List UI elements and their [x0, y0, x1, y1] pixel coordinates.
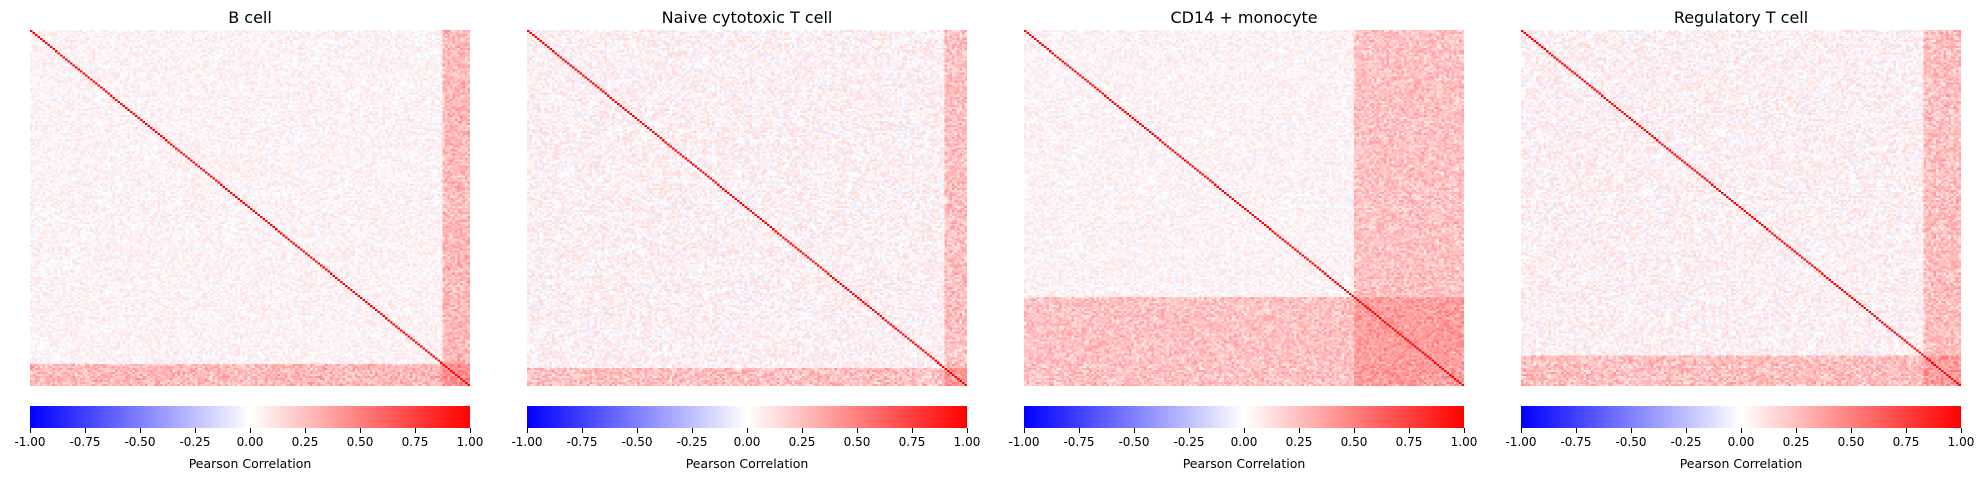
tick-mark	[1575, 428, 1577, 433]
tick-label: 0.25	[1782, 435, 1810, 449]
tick-label: 0.75	[401, 435, 429, 449]
tick-label: 0.50	[1837, 435, 1865, 449]
tick-label: 0.75	[1892, 435, 1920, 449]
tick-label: -1.00	[511, 435, 543, 449]
tick-mark	[1078, 428, 1080, 433]
tick-label: -0.25	[179, 435, 211, 449]
colorbar-gradient	[30, 406, 470, 428]
tick-label: -0.25	[1670, 435, 1702, 449]
heatmap-panel-naive-cytotoxic-t-cell: Naive cytotoxic T cell -1.00 -0.75 -0.50 -0…	[511, 0, 980, 482]
tick-mark	[1463, 428, 1465, 433]
tick-mark	[469, 428, 471, 433]
tick-label: 0.00	[236, 435, 264, 449]
tick-mark	[1133, 428, 1135, 433]
colorbar-gradient	[527, 406, 967, 428]
tick-mark	[1353, 428, 1355, 433]
tick-mark	[249, 428, 251, 433]
colorbar: -1.00 -0.75 -0.50 -0.25 0.00 0.25 0.50 0.75 1.00	[1505, 406, 1974, 449]
tick-label: -1.00	[1008, 435, 1040, 449]
colorbar: -1.00 -0.75 -0.50 -0.25 0.00 0.25 0.50 0.75 1.00	[511, 406, 980, 449]
tick-label: -0.75	[1560, 435, 1592, 449]
tick-mark	[359, 428, 361, 433]
panel-title: CD14 + monocyte	[1170, 8, 1318, 27]
tick-mark	[1740, 428, 1742, 433]
tick-mark	[84, 428, 86, 433]
tick-mark	[1298, 428, 1300, 433]
tick-label: 0.50	[1340, 435, 1368, 449]
tick-label: -0.50	[124, 435, 156, 449]
tick-mark	[691, 428, 693, 433]
tick-mark	[1685, 428, 1687, 433]
tick-mark	[966, 428, 968, 433]
tick-label: -0.50	[1118, 435, 1150, 449]
tick-label: 0.25	[788, 435, 816, 449]
colorbar: -1.00 -0.75 -0.50 -0.25 0.00 0.25 0.50 0.75 1.00	[14, 406, 483, 449]
panel-title: B cell	[228, 8, 272, 27]
colorbar-gradient	[1521, 406, 1961, 428]
tick-label: -0.25	[1173, 435, 1205, 449]
correlation-heatmap	[527, 30, 967, 386]
tick-mark	[414, 428, 416, 433]
tick-mark	[1243, 428, 1245, 433]
correlation-heatmap	[1024, 30, 1464, 386]
tick-label: 0.50	[346, 435, 374, 449]
tick-mark	[1905, 428, 1907, 433]
tick-mark	[746, 428, 748, 433]
tick-mark	[1408, 428, 1410, 433]
tick-mark	[526, 428, 528, 433]
colorbar-label: Pearson Correlation	[1679, 456, 1803, 471]
tick-label: 1.00	[456, 435, 484, 449]
tick-label: 0.25	[1285, 435, 1313, 449]
tick-mark	[581, 428, 583, 433]
tick-label: -0.50	[1615, 435, 1647, 449]
correlation-heatmap	[30, 30, 470, 386]
tick-label: 0.50	[843, 435, 871, 449]
tick-mark	[139, 428, 141, 433]
tick-mark	[29, 428, 31, 433]
tick-label: 1.00	[1450, 435, 1478, 449]
tick-label: -0.75	[69, 435, 101, 449]
tick-label: 1.00	[1947, 435, 1975, 449]
panel-title: Regulatory T cell	[1673, 8, 1809, 27]
colorbar: -1.00 -0.75 -0.50 -0.25 0.00 0.25 0.50 0.75 1.00	[1008, 406, 1477, 449]
colorbar-gradient	[1024, 406, 1464, 428]
tick-mark	[911, 428, 913, 433]
tick-mark	[1795, 428, 1797, 433]
tick-label: -0.50	[621, 435, 653, 449]
heatmap-panel-b-cell: B cell -1.00 -0.75 -0.50 -0.25 0.00 0.25 0.50 0…	[14, 0, 483, 482]
tick-label: -0.75	[1063, 435, 1095, 449]
tick-mark	[1960, 428, 1962, 433]
tick-mark	[1023, 428, 1025, 433]
tick-label: 0.25	[291, 435, 319, 449]
tick-label: 0.75	[898, 435, 926, 449]
tick-label: -1.00	[14, 435, 46, 449]
tick-label: -1.00	[1505, 435, 1537, 449]
tick-mark	[856, 428, 858, 433]
tick-mark	[801, 428, 803, 433]
tick-label: 0.00	[1230, 435, 1258, 449]
tick-label: 0.00	[1727, 435, 1755, 449]
tick-label: -0.75	[566, 435, 598, 449]
tick-label: 0.75	[1395, 435, 1423, 449]
tick-label: -0.25	[676, 435, 708, 449]
heatmap-panel-regulatory-t-cell: Regulatory T cell -1.00 -0.75 -0.50 -0.25 0.…	[1505, 0, 1974, 482]
colorbar-label: Pearson Correlation	[1182, 456, 1306, 471]
tick-mark	[304, 428, 306, 433]
correlation-heatmap	[1521, 30, 1961, 386]
tick-mark	[1188, 428, 1190, 433]
tick-mark	[194, 428, 196, 433]
colorbar-label: Pearson Correlation	[685, 456, 809, 471]
tick-label: 0.00	[733, 435, 761, 449]
tick-label: 1.00	[953, 435, 981, 449]
tick-mark	[1520, 428, 1522, 433]
tick-mark	[636, 428, 638, 433]
panel-title: Naive cytotoxic T cell	[661, 8, 833, 27]
tick-mark	[1630, 428, 1632, 433]
colorbar-label: Pearson Correlation	[188, 456, 312, 471]
tick-mark	[1850, 428, 1852, 433]
heatmap-panel-cd14-monocyte: CD14 + monocyte -1.00 -0.75 -0.50 -0.25 0.00…	[1008, 0, 1477, 482]
